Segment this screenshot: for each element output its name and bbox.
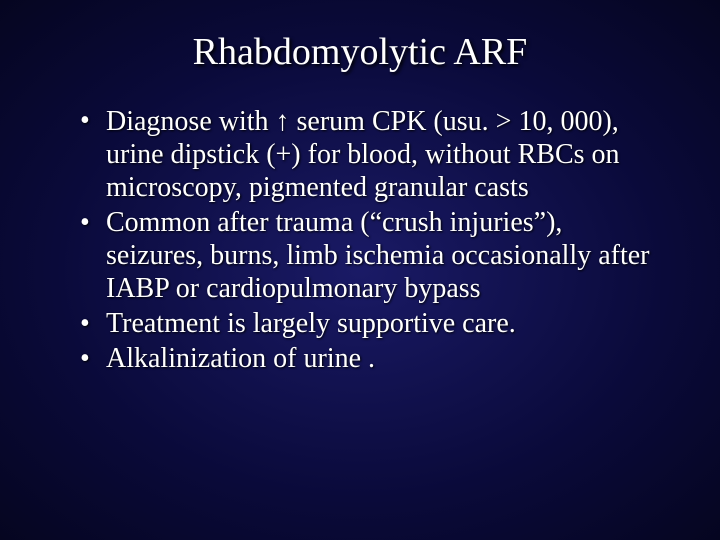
list-item: Common after trauma (“crush injuries”), … (80, 206, 660, 305)
bullet-text-pre: Diagnose with (106, 106, 276, 137)
slide: Rhabdomyolytic ARF Diagnose with ↑ serum… (0, 0, 720, 540)
list-item: Diagnose with ↑ serum CPK (usu. > 10, 00… (80, 104, 660, 204)
list-item: Alkalinization of urine . (80, 342, 660, 375)
slide-title: Rhabdomyolytic ARF (40, 30, 680, 74)
bullet-text: Alkalinization of urine . (106, 343, 375, 374)
bullet-list: Diagnose with ↑ serum CPK (usu. > 10, 00… (80, 104, 660, 375)
list-item: Treatment is largely supportive care. (80, 307, 660, 340)
bullet-text: Treatment is largely supportive care. (106, 308, 516, 339)
up-arrow-icon: ↑ (276, 104, 290, 137)
bullet-text: Common after trauma (“crush injuries”), … (106, 207, 649, 304)
